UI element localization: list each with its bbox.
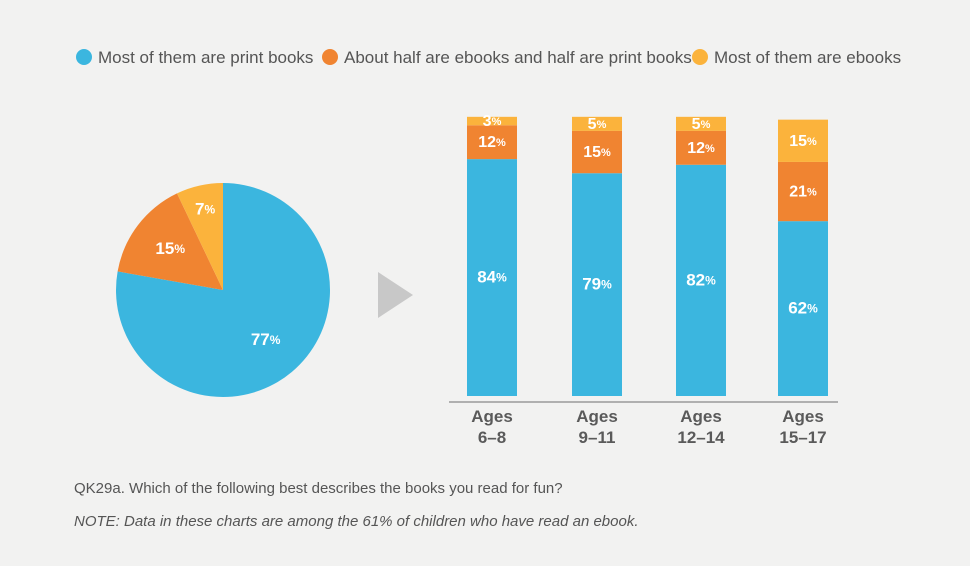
bar-segment [467, 116, 517, 126]
legend-item: About half are ebooks and half are print… [322, 48, 692, 67]
legend-label: About half are ebooks and half are print… [344, 48, 692, 67]
x-tick-label: 9–11 [579, 428, 616, 447]
pie-slice [116, 183, 331, 397]
x-tick-label: 15–17 [779, 428, 826, 447]
arrow-icon [378, 272, 413, 318]
bar-segment-label: 79% [582, 275, 612, 294]
pie-slice [117, 193, 223, 290]
legend-label: Most of them are print books [98, 48, 313, 67]
bar-segment [572, 173, 622, 396]
pie-chart: 77% 15% 7% [116, 183, 331, 397]
x-tick-label: Ages [782, 407, 824, 426]
bar-stack: 79% 15% 5% [572, 116, 622, 396]
legend-swatch [692, 49, 708, 65]
bar-segment-label: 3% [483, 113, 502, 130]
bar-segment [467, 125, 517, 160]
x-tick-label: 6–8 [478, 428, 506, 447]
bar-segment-label: 12% [478, 134, 506, 151]
chart-legend: Most of them are print books About half a… [76, 48, 901, 67]
stacked-bar-chart: 84% 12% 3% Ages 6–8 79% 15% 5% Ages 9–11 82% 12% 5% A… [449, 113, 838, 447]
bar-segment [676, 130, 726, 165]
bar-segment-label: 5% [692, 116, 711, 133]
pie-slice [177, 183, 223, 290]
legend-label: Most of them are ebooks [714, 48, 901, 67]
bar-segment-label: 21% [789, 184, 817, 201]
bar-segment [778, 161, 828, 222]
pie-slice-label: 77% [251, 330, 281, 349]
arrow-shape [378, 272, 413, 318]
bar-stack: 62% 21% 15% [778, 119, 828, 396]
bar-segment [572, 130, 622, 174]
legend-item: Most of them are print books [76, 48, 313, 67]
bar-segment-label: 12% [687, 140, 715, 157]
x-tick-label: 12–14 [677, 428, 725, 447]
x-tick-label: Ages [680, 407, 722, 426]
legend-swatch [76, 49, 92, 65]
bar-segment [676, 116, 726, 131]
pie-slice-label: 15% [155, 239, 185, 258]
bar-stack: 82% 12% 5% [676, 116, 726, 396]
bar-segment-label: 84% [477, 268, 507, 287]
chart-note: NOTE: Data in these charts are among the… [74, 513, 639, 530]
legend-swatch [322, 49, 338, 65]
bar-segment [467, 159, 517, 396]
bar-segment [572, 116, 622, 131]
bar-segment-label: 62% [788, 299, 818, 318]
bar-segment-label: 15% [789, 133, 817, 150]
bar-segment-label: 5% [588, 116, 607, 133]
bar-stack: 84% 12% 3% [467, 113, 517, 396]
bar-segment [676, 164, 726, 396]
legend-item: Most of them are ebooks [692, 48, 901, 67]
bar-segment-label: 82% [686, 271, 716, 290]
x-tick-label: Ages [471, 407, 513, 426]
survey-question: QK29a. Which of the following best descr… [74, 480, 563, 497]
pie-slice-label: 7% [195, 200, 215, 219]
bar-segment-label: 15% [583, 144, 611, 161]
bar-segment [778, 221, 828, 396]
bar-segment [778, 119, 828, 162]
x-tick-label: Ages [576, 407, 618, 426]
